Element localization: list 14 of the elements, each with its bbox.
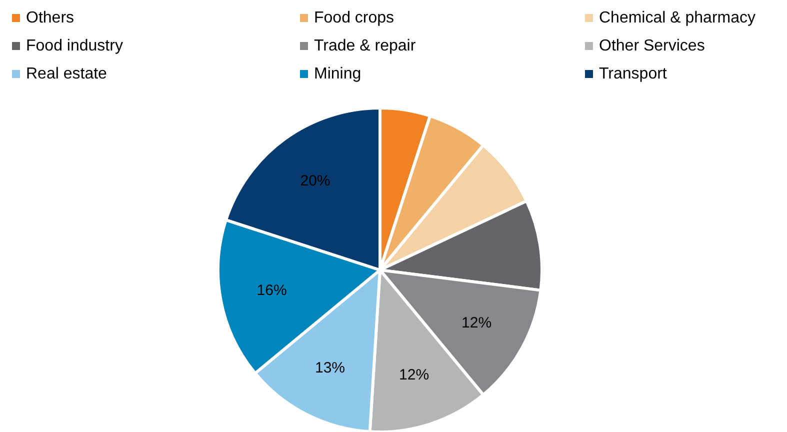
legend-label: Real estate — [26, 66, 108, 82]
legend-label: Food crops — [314, 10, 394, 26]
legend-label: Chemical & pharmacy — [599, 10, 756, 26]
legend-label: Food industry — [26, 38, 123, 54]
data-label: 12% — [462, 314, 492, 332]
legend-label: Other Services — [599, 38, 705, 54]
legend-label: Trade & repair — [314, 38, 416, 54]
data-label: 12% — [399, 366, 430, 384]
data-label: 13% — [314, 360, 346, 377]
data-label: 16% — [256, 282, 287, 300]
legend-label: Mining — [314, 66, 362, 82]
legend-label: Transport — [599, 66, 668, 82]
data-label: 20% — [300, 172, 330, 190]
legend-label: Others — [26, 10, 74, 26]
